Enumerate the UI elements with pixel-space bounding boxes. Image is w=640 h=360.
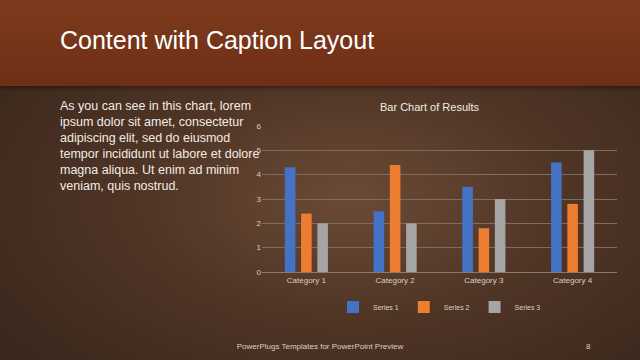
- svg-text:1: 1: [257, 243, 262, 252]
- svg-text:6: 6: [257, 122, 262, 131]
- svg-text:Bar Chart of Results: Bar Chart of Results: [380, 101, 480, 113]
- svg-text:Category 2: Category 2: [376, 276, 416, 285]
- svg-text:Series 1: Series 1: [373, 304, 399, 311]
- svg-text:Category 3: Category 3: [464, 276, 504, 285]
- svg-text:4: 4: [257, 170, 262, 179]
- svg-text:0: 0: [257, 268, 262, 277]
- svg-text:Series 2: Series 2: [444, 304, 470, 311]
- svg-text:2: 2: [257, 219, 262, 228]
- svg-text:Category 4: Category 4: [553, 276, 593, 285]
- svg-text:5: 5: [257, 146, 262, 155]
- svg-text:Category 1: Category 1: [287, 276, 327, 285]
- svg-text:3: 3: [257, 195, 262, 204]
- svg-text:Series 3: Series 3: [515, 304, 541, 311]
